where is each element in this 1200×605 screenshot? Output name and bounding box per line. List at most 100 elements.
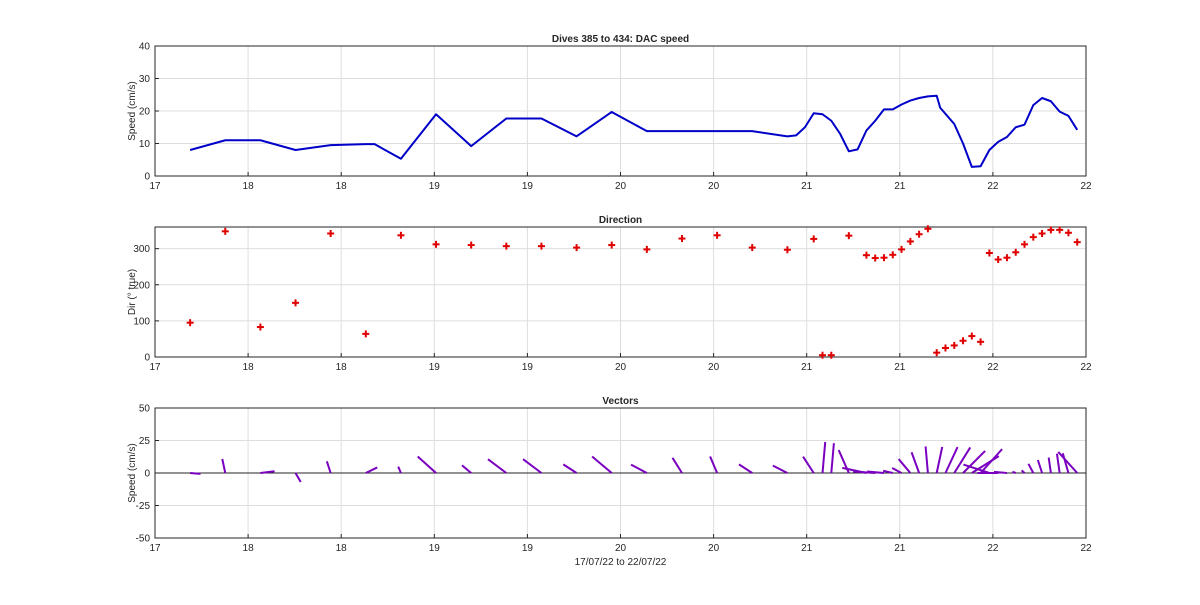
x-tick-label: 18 (243, 362, 255, 373)
y-tick-label: 300 (133, 244, 150, 255)
x-tick-label: 18 (336, 362, 348, 373)
x-tick-label: 21 (894, 543, 906, 554)
direction-point (1056, 226, 1064, 234)
vector-stick (1011, 470, 1017, 474)
direction-point (898, 245, 906, 253)
x-tick-label: 22 (1080, 181, 1092, 192)
vector-stick (979, 448, 1003, 474)
direction-point (819, 351, 827, 359)
direction-point (915, 230, 923, 238)
vector-stick (562, 463, 578, 474)
direction-point (783, 246, 791, 254)
y-tick-label: -50 (136, 534, 151, 545)
vector-stick (294, 472, 302, 483)
x-tick-label: 17 (149, 362, 161, 373)
direction-point (845, 232, 853, 240)
x-tick-label: 21 (894, 181, 906, 192)
y-tick-label: 0 (144, 353, 150, 364)
direction-point (1038, 230, 1046, 237)
x-tick-label: 20 (615, 543, 627, 554)
y-tick-label: 200 (133, 280, 150, 291)
direction-point (933, 349, 941, 357)
vector-stick (671, 457, 683, 474)
y-axis-label: Speed (cm/s) (127, 81, 138, 140)
direction-point (871, 254, 879, 262)
x-tick-label: 19 (522, 543, 534, 554)
direction-point (1003, 254, 1011, 262)
axis-box (154, 45, 1087, 177)
direction-point (327, 230, 335, 237)
direction-point (1064, 229, 1072, 237)
direction-point (678, 235, 686, 243)
vector-stick (1055, 453, 1061, 474)
vector-stick (260, 470, 275, 474)
direction-point (467, 241, 475, 249)
direction-point (1029, 233, 1037, 241)
direction-point (537, 242, 545, 250)
panel-title: Vectors (602, 396, 639, 407)
x-tick-label: 22 (987, 181, 999, 192)
vector-stick (1047, 457, 1052, 474)
x-tick-label: 20 (708, 543, 720, 554)
y-tick-label: -25 (136, 501, 151, 512)
vector-stick (891, 467, 903, 474)
x-tick-label: 22 (987, 543, 999, 554)
x-tick-label: 19 (429, 543, 441, 554)
x-tick-label: 19 (429, 181, 441, 192)
vector-stick (953, 446, 972, 474)
vector-stick (487, 458, 507, 474)
y-axis-label: Speed (cm/s) (127, 443, 138, 502)
direction-point (950, 341, 958, 349)
x-tick-label: 21 (801, 543, 813, 554)
direction-point (502, 242, 510, 250)
panel-title: Direction (599, 215, 642, 226)
direction-point (1073, 238, 1081, 246)
vector-stick (935, 446, 944, 474)
vector-stick (1036, 459, 1044, 474)
axis-box (154, 407, 1087, 539)
direction-point (432, 240, 440, 248)
direction-point (256, 323, 264, 331)
direction-point (608, 241, 616, 249)
x-tick-label: 18 (336, 543, 348, 554)
direction-point (968, 332, 976, 340)
x-tick-label: 21 (894, 362, 906, 373)
vector-stick (830, 443, 835, 474)
vector-stick (944, 446, 959, 474)
x-tick-label: 20 (615, 362, 627, 373)
direction-point (292, 299, 300, 307)
vector-stick (963, 463, 990, 474)
x-tick-label: 19 (522, 181, 534, 192)
y-tick-label: 10 (139, 139, 151, 150)
x-tick-label: 20 (708, 181, 720, 192)
panel-title: Dives 385 to 434: DAC speed (552, 34, 689, 45)
x-tick-label: 17 (149, 181, 161, 192)
panel-1: 17 18 18 19 19 20 20 21 21 22 22 0 100 200 300 Directio… (127, 215, 1092, 373)
speed-series-line (189, 94, 1079, 168)
direction-point (959, 337, 967, 345)
vector-stick (522, 458, 543, 474)
direction-point (573, 244, 581, 252)
direction-point (985, 249, 993, 257)
direction-point (186, 319, 194, 327)
vector-stick (867, 470, 885, 474)
vector-stick (897, 458, 912, 474)
panel-2: 17 18 18 19 19 20 20 21 21 22 22 -50 -25 0 25 50 Vectors… (127, 396, 1092, 568)
vector-stick (397, 466, 402, 474)
vector-stick (1020, 469, 1026, 474)
y-tick-label: 100 (133, 316, 150, 327)
y-tick-label: 50 (139, 404, 151, 415)
x-tick-label: 21 (801, 362, 813, 373)
direction-point (810, 235, 818, 243)
vector-stick (365, 466, 378, 474)
y-tick-label: 40 (139, 42, 151, 53)
direction-point (994, 256, 1002, 263)
direction-point (221, 227, 229, 235)
y-tick-label: 30 (139, 74, 151, 85)
x-tick-label: 22 (1080, 362, 1092, 373)
x-tick-label: 18 (336, 181, 348, 192)
vector-stick (1057, 451, 1078, 474)
vector-stick (821, 441, 827, 474)
y-tick-label: 0 (144, 172, 150, 183)
